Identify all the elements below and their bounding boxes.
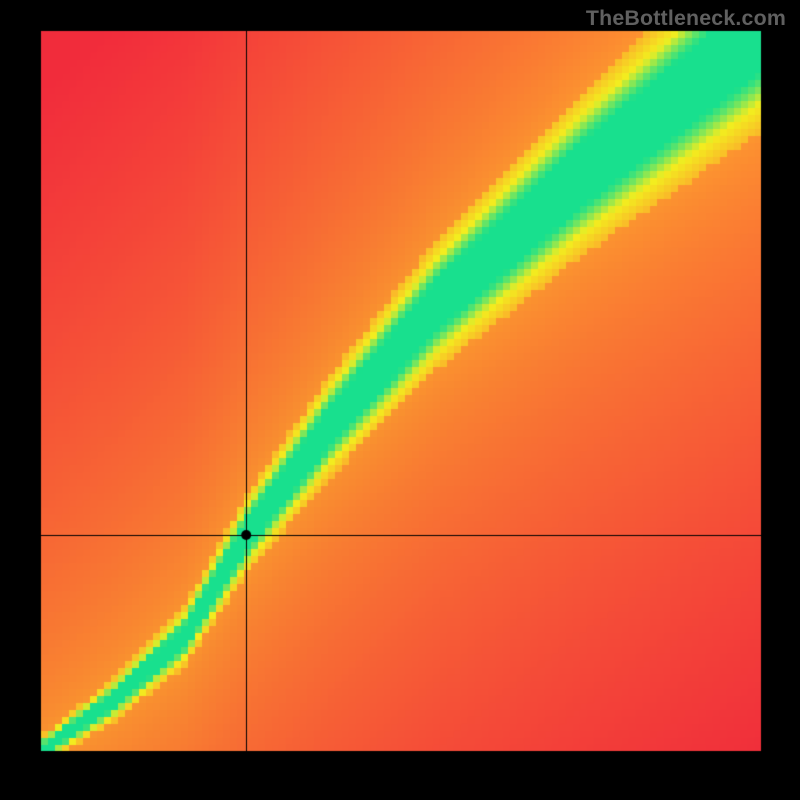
chart-container: TheBottleneck.com <box>0 0 800 800</box>
watermark-text: TheBottleneck.com <box>586 6 786 31</box>
bottleneck-heatmap-canvas <box>0 0 800 800</box>
